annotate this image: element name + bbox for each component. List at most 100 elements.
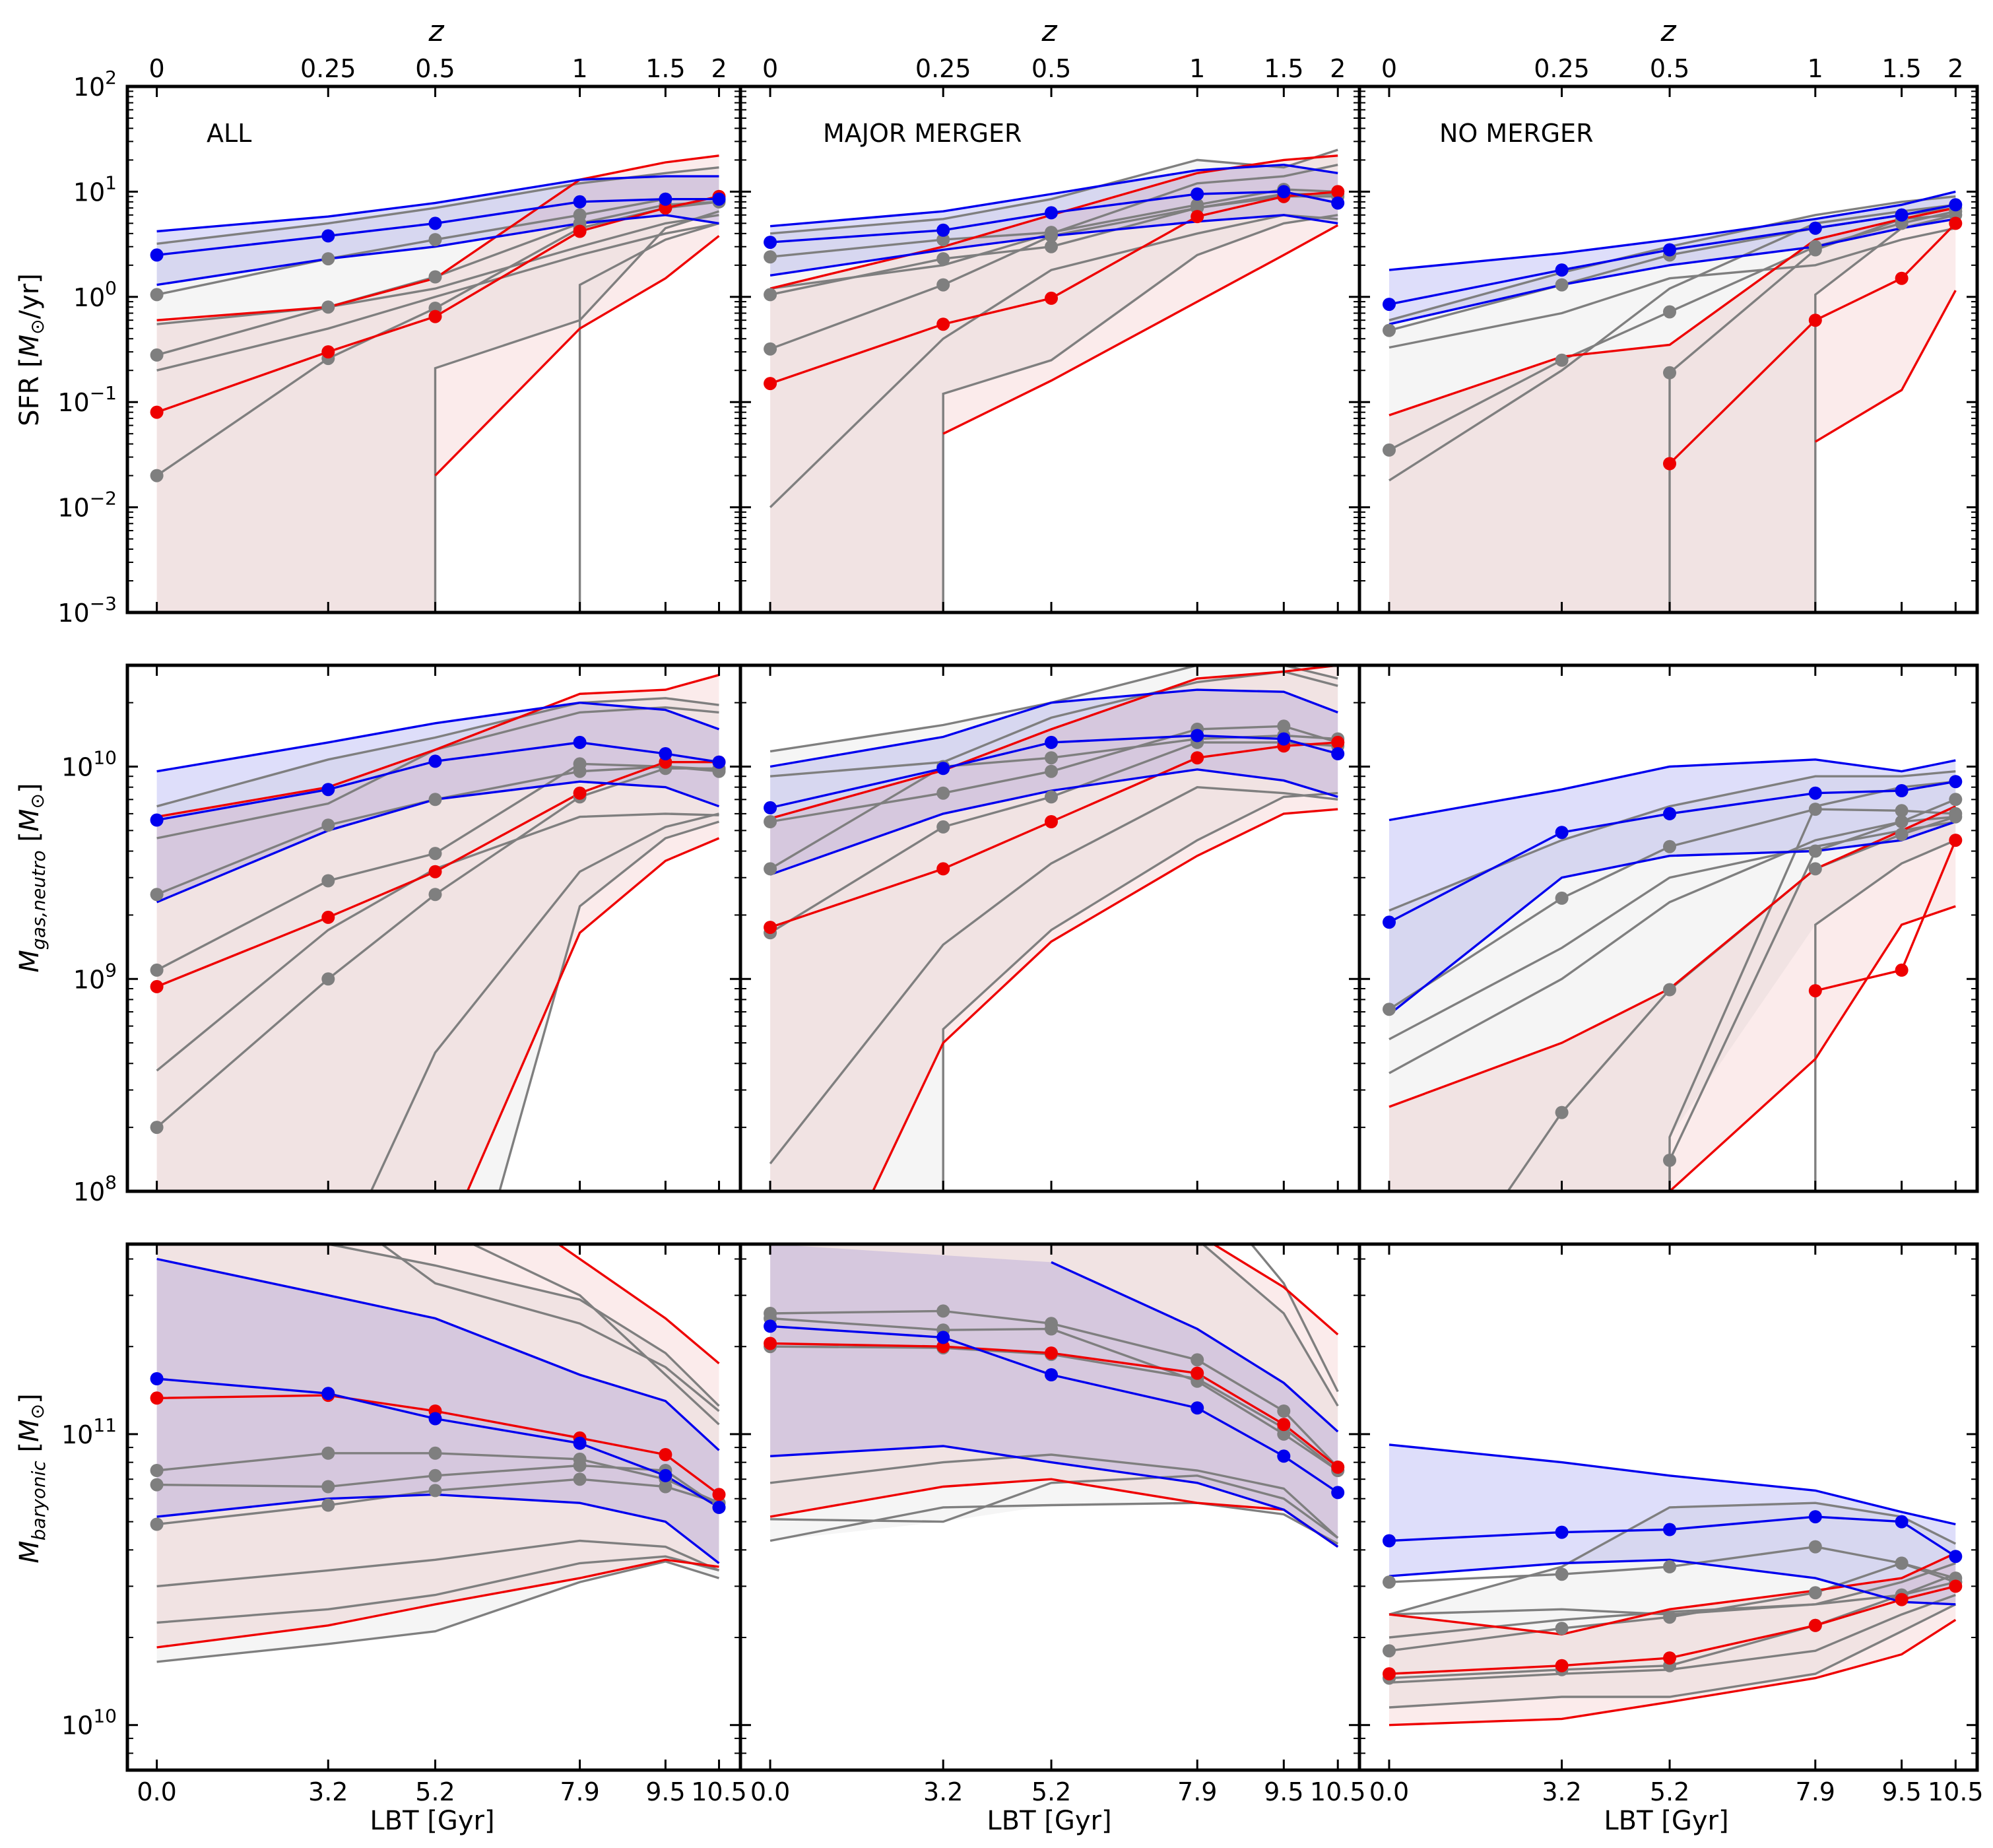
data-point-red — [428, 310, 442, 323]
data-point-red — [1045, 1346, 1058, 1360]
data-point-red — [764, 1336, 777, 1350]
series-line-red-red-upper — [1389, 1552, 1957, 1636]
series-line-gray-gray-a — [1389, 808, 1956, 1010]
top-axis-title-col3: z — [1660, 15, 1676, 48]
data-point-gray — [150, 1478, 164, 1492]
data-point-red — [1045, 815, 1058, 828]
data-point-gray — [1663, 1560, 1676, 1573]
data-point-gray — [428, 270, 442, 284]
series-line-blue-blue-lower — [156, 780, 720, 904]
series-line-gray-gray-e — [769, 164, 1338, 290]
data-point-blue — [659, 747, 672, 760]
y-tick-label-base: 10 — [73, 965, 105, 994]
data-point-red — [1663, 457, 1676, 471]
series-line-gray-gray-g — [942, 792, 1338, 1191]
data-point-gray — [936, 820, 950, 834]
data-point-blue — [1895, 784, 1909, 797]
data-point-gray — [1555, 278, 1569, 292]
series-line-gray-gray-b — [156, 1464, 720, 1509]
data-point-gray — [573, 1459, 587, 1472]
panel-sfr-3-plot-area — [1383, 190, 1963, 612]
data-point-blue — [764, 1319, 777, 1333]
data-point-gray — [1555, 353, 1569, 367]
band-red — [156, 1244, 719, 1647]
data-point-blue — [764, 236, 777, 249]
series-line-gray-gray-e — [1389, 1562, 1956, 1616]
data-point-gray — [1808, 1540, 1822, 1554]
data-point-red — [428, 865, 442, 878]
panel-gas-2 — [738, 663, 1361, 1193]
data-point-gray — [1045, 751, 1058, 765]
series-line-gray-gray-a — [769, 725, 1338, 823]
series-line-red-red-lower — [1814, 290, 1957, 443]
z-tick-label: 1 — [572, 54, 588, 83]
panel-bar-3-plot-area — [1383, 1443, 1963, 1727]
data-point-gray — [1045, 229, 1058, 243]
data-point-red — [1949, 1579, 1963, 1593]
data-point-blue — [1045, 206, 1058, 220]
y-tick-label: 1010 — [61, 747, 117, 782]
data-point-gray — [764, 288, 777, 302]
band-blue — [1389, 759, 1956, 1015]
data-point-red — [321, 910, 335, 924]
data-point-gray — [573, 757, 587, 771]
z-tick-label: 1.5 — [1881, 54, 1921, 83]
series-line-gray-gray-e — [381, 1244, 720, 1412]
data-point-gray — [321, 1498, 335, 1512]
data-point-gray — [1808, 1586, 1822, 1600]
data-point-gray — [936, 1304, 950, 1318]
y-tick-label-base: 10 — [73, 73, 105, 102]
data-point-gray — [1555, 1106, 1569, 1119]
series-line-gray-gray-e — [769, 670, 1338, 777]
data-point-gray — [150, 348, 164, 362]
data-point-red — [659, 1448, 672, 1461]
band-red — [156, 675, 719, 1191]
band-gray — [156, 167, 719, 612]
series-line-gray-gray-b — [769, 1317, 1339, 1472]
data-point-gray — [1555, 1568, 1569, 1581]
x-tick-label: 7.9 — [1796, 1777, 1835, 1806]
series-line-gray-gray-a — [770, 1309, 1339, 1468]
series-line-red-red-upper — [156, 674, 719, 818]
data-point-gray — [1808, 844, 1822, 858]
data-point-gray — [1045, 790, 1058, 804]
series-line-gray-gray-d — [156, 697, 719, 808]
data-point-gray — [1663, 305, 1676, 319]
data-point-gray — [764, 342, 777, 356]
data-point-blue — [1555, 1525, 1569, 1539]
series-line-blue-blue-upper — [156, 701, 720, 773]
series-line-gray-gray-f — [769, 785, 1338, 1165]
data-point-red — [1331, 185, 1345, 199]
data-point-blue — [428, 754, 442, 768]
series-line-red-red-upper — [558, 1244, 720, 1365]
data-point-blue — [1045, 1368, 1058, 1381]
y-tick-label: 1010 — [61, 1705, 117, 1740]
data-point-red — [764, 377, 777, 391]
y-tick-label-exponent: 9 — [105, 959, 117, 981]
series-line-blue-blue-lower — [1389, 218, 1956, 325]
data-point-blue — [1663, 1523, 1676, 1536]
x-tick-label: 5.2 — [1650, 1777, 1689, 1806]
data-point-blue — [1331, 1486, 1345, 1500]
data-point-gray — [150, 963, 164, 977]
data-point-gray — [321, 972, 335, 986]
data-point-gray — [1383, 1575, 1396, 1589]
data-point-blue — [150, 813, 164, 827]
z-tick-label: 0.25 — [1534, 54, 1590, 83]
data-point-red — [1808, 1618, 1822, 1632]
series-line-gray-gray-d — [769, 148, 1338, 235]
y-axis-title-gas: Mgas,neutro [M⊙] — [15, 783, 49, 972]
series-line-red-red-upper — [769, 665, 1338, 820]
x-tick-label: 0.0 — [1369, 1777, 1409, 1806]
data-point-gray — [428, 888, 442, 902]
panel-sfr-3: 0 0.25 0.5 1 1.5 2 — [1357, 54, 1979, 614]
data-point-blue — [150, 1372, 164, 1385]
data-point-gray — [1383, 1003, 1396, 1016]
data-point-gray — [936, 233, 950, 247]
data-point-gray — [1895, 815, 1909, 828]
data-point-gray — [573, 1472, 587, 1486]
series-line-gray-gray-b — [156, 201, 719, 356]
data-point-red — [1895, 963, 1909, 977]
data-point-red — [1383, 1667, 1396, 1681]
